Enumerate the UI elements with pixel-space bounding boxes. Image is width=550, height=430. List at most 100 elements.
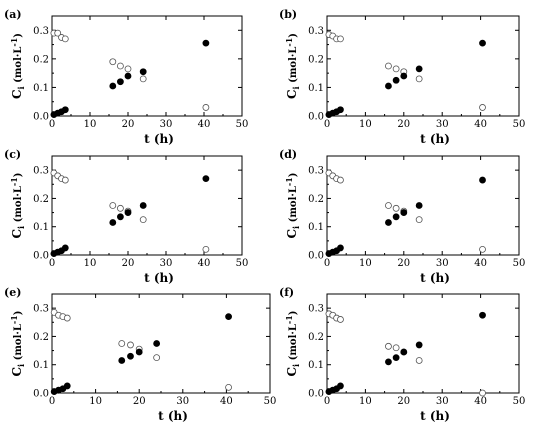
y-axis-title-close: ) bbox=[288, 310, 299, 315]
filled-data-point bbox=[337, 244, 344, 252]
panel-label: (d) bbox=[279, 148, 297, 161]
open-data-point bbox=[385, 62, 392, 70]
y-axis-title-exp: -1 bbox=[284, 38, 294, 47]
filled-data-point bbox=[385, 219, 392, 226]
filled-data-point bbox=[400, 72, 408, 80]
y-axis-title-unit: (mol·L bbox=[288, 186, 299, 226]
plot-frame bbox=[326, 293, 520, 394]
y-axis-title-main: C bbox=[285, 89, 299, 99]
filled-data-point bbox=[202, 39, 210, 47]
y-axis-title-exp: -1 bbox=[9, 315, 19, 324]
filled-data-point bbox=[118, 357, 126, 364]
open-data-point bbox=[153, 354, 161, 362]
filled-data-point bbox=[63, 382, 71, 390]
filled-data-point bbox=[61, 106, 69, 114]
y-axis-title-main: C bbox=[10, 229, 24, 239]
filled-data-point bbox=[400, 348, 408, 356]
filled-data-point bbox=[337, 382, 344, 390]
filled-data-point bbox=[479, 176, 486, 184]
x-tick-label: 40 bbox=[474, 396, 487, 407]
x-tick-label: 30 bbox=[160, 258, 173, 269]
open-data-point bbox=[337, 316, 344, 323]
open-data-point bbox=[415, 75, 423, 83]
open-data-point bbox=[479, 245, 486, 253]
x-tick-label: 20 bbox=[397, 258, 410, 269]
plot-frame bbox=[326, 155, 520, 256]
y-axis-title-sub: i bbox=[16, 86, 26, 89]
y-axis-title: Ci (mol·L-1) bbox=[284, 33, 301, 99]
filled-data-point bbox=[400, 209, 408, 216]
x-tick-label: 10 bbox=[89, 396, 102, 407]
y-axis-title-close: ) bbox=[13, 33, 24, 38]
filled-data-point bbox=[479, 311, 486, 319]
filled-data-point bbox=[415, 341, 423, 349]
filled-data-point bbox=[124, 209, 132, 216]
y-axis-title-close: ) bbox=[13, 172, 24, 177]
filled-data-point bbox=[479, 39, 486, 47]
x-axis-title: t (h) bbox=[144, 271, 174, 285]
open-data-point bbox=[225, 383, 232, 391]
y-axis-title-exp: -1 bbox=[9, 38, 19, 47]
y-axis-title-exp: -1 bbox=[9, 177, 19, 186]
x-tick-label: 10 bbox=[84, 258, 97, 269]
y-tick-label: 0.2 bbox=[308, 54, 324, 65]
y-axis-title: Ci (mol·L-1) bbox=[284, 310, 301, 376]
x-tick-label: 10 bbox=[359, 258, 372, 269]
y-tick-label: 0.3 bbox=[308, 26, 324, 37]
filled-data-point bbox=[139, 68, 147, 76]
x-axis-title: t (h) bbox=[420, 409, 450, 423]
chart-panel-6: 0 10 20 30 40 50 0.0 0.1 0.2 0.3 (f) t (h) Ci (mol·L… bbox=[279, 286, 525, 423]
y-axis-title-main: C bbox=[10, 367, 24, 377]
y-tick-label: 0.2 bbox=[308, 332, 324, 343]
y-axis-title-close: ) bbox=[13, 310, 24, 315]
filled-data-point bbox=[202, 175, 210, 183]
filled-data-point bbox=[392, 213, 400, 221]
plot-frame bbox=[51, 293, 271, 394]
open-data-point bbox=[139, 75, 147, 83]
x-tick-label: 50 bbox=[236, 119, 249, 130]
y-axis-title-main: C bbox=[285, 367, 299, 377]
x-axis-title: t (h) bbox=[420, 132, 450, 146]
open-data-point bbox=[392, 204, 400, 212]
x-tick-label: 20 bbox=[133, 396, 146, 407]
chart-panel-5: 0 10 20 30 40 50 0.0 0.1 0.2 0.3 (e) t (h) Ci (mol·L… bbox=[4, 286, 276, 423]
open-data-point bbox=[61, 35, 69, 43]
filled-data-point bbox=[61, 244, 69, 252]
open-data-point bbox=[392, 344, 400, 352]
x-tick-label: 40 bbox=[474, 119, 487, 130]
x-tick-label: 50 bbox=[236, 258, 249, 269]
x-tick-label: 0 bbox=[49, 258, 55, 269]
panel-label: (a) bbox=[4, 8, 22, 21]
y-axis-title-close: ) bbox=[288, 33, 299, 38]
x-tick-label: 10 bbox=[84, 119, 97, 130]
open-data-point bbox=[337, 35, 344, 43]
x-tick-label: 0 bbox=[324, 258, 330, 269]
y-tick-label: 0.3 bbox=[308, 166, 324, 177]
open-data-point bbox=[202, 245, 210, 253]
y-axis-title: Ci (mol·L-1) bbox=[284, 172, 301, 238]
x-tick-label: 40 bbox=[220, 396, 233, 407]
y-tick-label: 0.3 bbox=[308, 304, 324, 315]
x-tick-label: 50 bbox=[513, 396, 526, 407]
y-axis-title-close: ) bbox=[288, 172, 299, 177]
y-axis-title-sub: i bbox=[16, 364, 26, 367]
open-data-point bbox=[385, 202, 392, 209]
y-axis-title-sub: i bbox=[16, 226, 26, 229]
x-tick-label: 30 bbox=[436, 258, 449, 269]
open-data-point bbox=[117, 62, 124, 70]
y-tick-label: 0.0 bbox=[308, 389, 324, 400]
filled-data-point bbox=[117, 213, 124, 221]
open-data-point bbox=[127, 341, 134, 349]
filled-data-point bbox=[415, 202, 423, 209]
y-tick-label: 0.1 bbox=[308, 83, 324, 94]
open-data-point bbox=[479, 104, 486, 111]
x-tick-label: 0 bbox=[324, 119, 330, 130]
open-data-point bbox=[117, 204, 124, 212]
filled-data-point bbox=[225, 313, 232, 321]
y-tick-label: 0.3 bbox=[33, 166, 49, 177]
y-tick-label: 0.1 bbox=[33, 222, 49, 233]
y-axis-title-exp: -1 bbox=[284, 315, 294, 324]
open-data-point bbox=[337, 176, 344, 184]
plot-frame bbox=[326, 15, 520, 117]
